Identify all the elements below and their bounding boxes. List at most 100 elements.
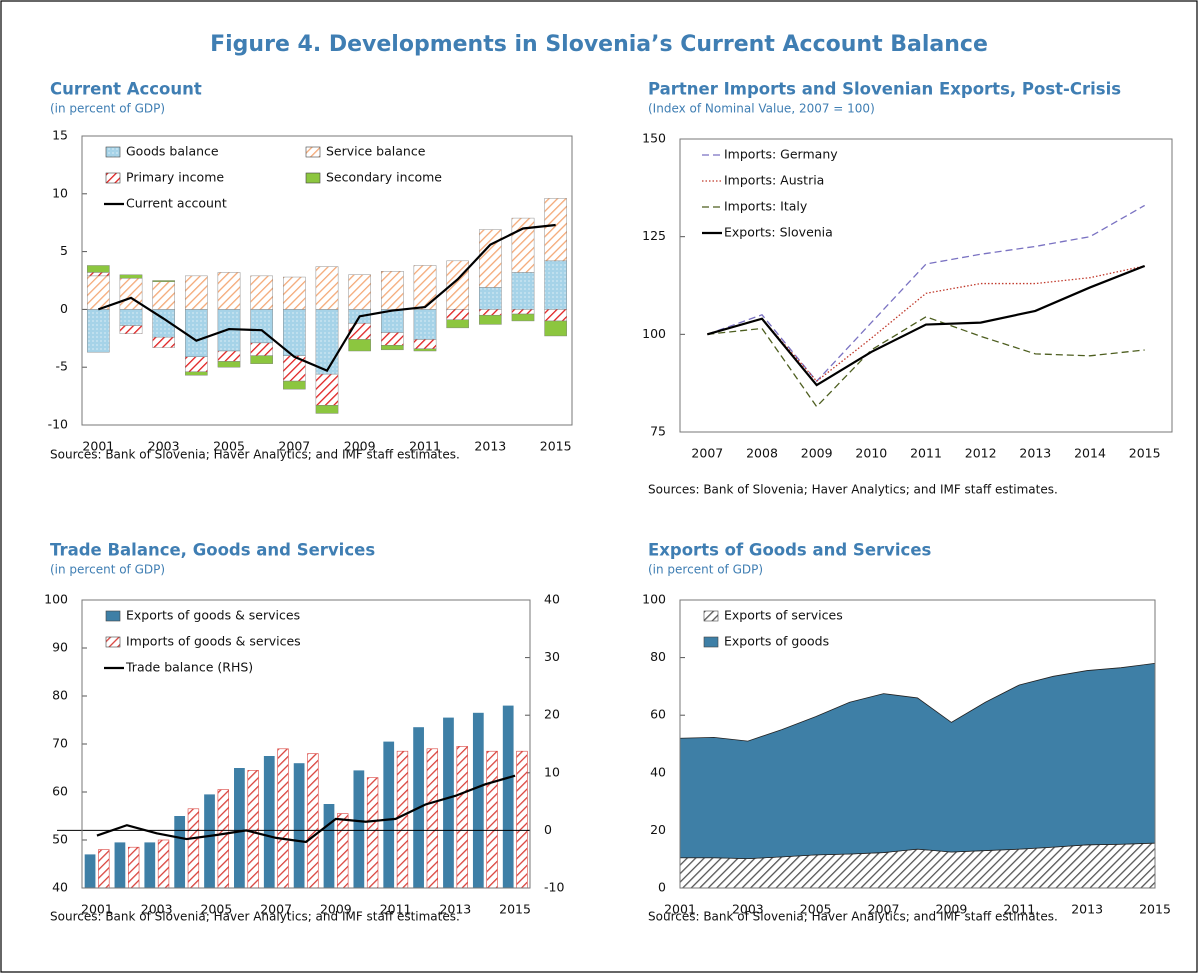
- source-note: Sources: Bank of Slovenia; Haver Analyti…: [648, 910, 1058, 924]
- bar-segment: [413, 265, 437, 310]
- bar-segment: [315, 266, 339, 310]
- line-series: [707, 204, 1145, 383]
- legend-label: Service balance: [326, 144, 426, 159]
- x-tick-label: 2001: [664, 902, 696, 917]
- bar-segment: [544, 309, 567, 322]
- plot-frame: [679, 599, 1156, 889]
- chart-subtitle: (Index of Nominal Value, 2007 = 100): [648, 102, 875, 116]
- y-tick-label: 70: [52, 736, 68, 751]
- y2-tick-label: 20: [544, 707, 560, 722]
- y-tick-label: 0: [60, 301, 68, 316]
- x-tick-label: 2009: [344, 439, 376, 454]
- x-tick-label: 2011: [1003, 902, 1035, 917]
- line-series: [707, 316, 1145, 408]
- y-tick-label: 125: [642, 228, 666, 243]
- y2-tick-label: -10: [544, 880, 564, 895]
- x-tick-label: 2007: [691, 446, 723, 461]
- bar-segment: [511, 309, 535, 315]
- source-note: Sources: Bank of Slovenia; Haver Analyti…: [648, 483, 1058, 497]
- bar: [456, 746, 468, 889]
- x-tick-label: 2005: [200, 902, 232, 917]
- bar-segment: [413, 348, 437, 352]
- bar-segment: [250, 275, 273, 310]
- chart-title: Current Account: [50, 80, 202, 99]
- x-tick-label: 2007: [868, 902, 900, 917]
- bar-segment: [283, 276, 306, 310]
- y-tick-label: 80: [52, 688, 68, 703]
- x-tick-label: 2007: [260, 902, 292, 917]
- bar-segment: [87, 275, 110, 310]
- legend-label: Trade balance (RHS): [125, 660, 253, 675]
- bar-segment: [446, 319, 469, 329]
- x-tick-label: 2015: [1139, 902, 1171, 917]
- bar-segment: [544, 260, 567, 310]
- y-tick-label: 150: [642, 131, 666, 146]
- bar: [323, 804, 335, 888]
- legend-label: Exports: Slovenia: [724, 225, 833, 240]
- y-tick-label: 90: [52, 640, 68, 655]
- area-series: [679, 662, 1156, 860]
- bar-segment: [185, 309, 208, 357]
- bar: [426, 748, 439, 889]
- y-tick-label: 50: [52, 832, 68, 847]
- y-tick-label: -10: [48, 417, 68, 432]
- bar: [217, 789, 229, 889]
- legend-label: Exports of goods: [724, 634, 829, 649]
- x-tick-label: 2012: [965, 446, 997, 461]
- x-tick-label: 2009: [801, 446, 833, 461]
- bar-segment: [119, 274, 143, 279]
- x-tick-label: 2010: [855, 446, 887, 461]
- x-tick-label: 2014: [1074, 446, 1106, 461]
- figure-title: Figure 4. Developments in Slovenia’s Cur…: [210, 32, 988, 57]
- y2-tick-label: 30: [544, 649, 560, 664]
- bar: [366, 777, 379, 889]
- legend-label: Imports of goods & services: [126, 634, 301, 649]
- y-tick-label: 75: [650, 424, 666, 439]
- legend-swatch: [305, 146, 321, 158]
- y-tick-label: 60: [650, 707, 666, 722]
- x-tick-label: 2003: [141, 902, 173, 917]
- bar-segment: [479, 309, 502, 316]
- chart-title: Partner Imports and Slovenian Exports, P…: [648, 80, 1121, 99]
- bar-segment: [217, 350, 241, 362]
- legend-label: Goods balance: [126, 144, 219, 159]
- bar-segment: [119, 277, 143, 310]
- x-tick-label: 2005: [800, 902, 832, 917]
- bar-segment: [511, 313, 535, 322]
- plot-frame: [81, 135, 573, 426]
- bar-segment: [511, 272, 535, 310]
- bar: [144, 842, 156, 888]
- source-note: Sources: Bank of Slovenia; Haver Analyti…: [50, 910, 460, 924]
- bar: [353, 770, 365, 888]
- x-tick-label: 2007: [278, 439, 310, 454]
- x-tick-label: 2011: [910, 446, 942, 461]
- y-tick-label: 40: [650, 764, 666, 779]
- bar: [486, 750, 498, 889]
- y-tick-label: 0: [658, 880, 666, 895]
- legend-label: Exports of goods & services: [126, 608, 300, 623]
- bar-segment: [413, 309, 437, 340]
- bar-segment: [283, 309, 306, 356]
- bar: [84, 854, 96, 888]
- x-tick-label: 2015: [1129, 446, 1161, 461]
- bar-segment: [348, 339, 371, 352]
- x-tick-label: 2003: [148, 439, 180, 454]
- y-tick-label: 40: [52, 880, 68, 895]
- bar: [114, 842, 126, 888]
- bar-segment: [381, 271, 404, 310]
- bar-segment: [544, 320, 567, 337]
- plot-frame: [81, 599, 531, 889]
- chart-subtitle: (in percent of GDP): [50, 563, 165, 577]
- y-tick-label: 100: [642, 592, 666, 607]
- line-series: [97, 223, 556, 373]
- bar: [174, 816, 186, 888]
- bar: [263, 756, 275, 888]
- legend-label: Current account: [126, 196, 227, 211]
- bar-segment: [283, 380, 306, 390]
- bar-segment: [217, 272, 241, 310]
- bar: [247, 770, 259, 889]
- x-tick-label: 2013: [1071, 902, 1103, 917]
- source-note: Sources: Bank of Slovenia; Haver Analyti…: [50, 448, 460, 462]
